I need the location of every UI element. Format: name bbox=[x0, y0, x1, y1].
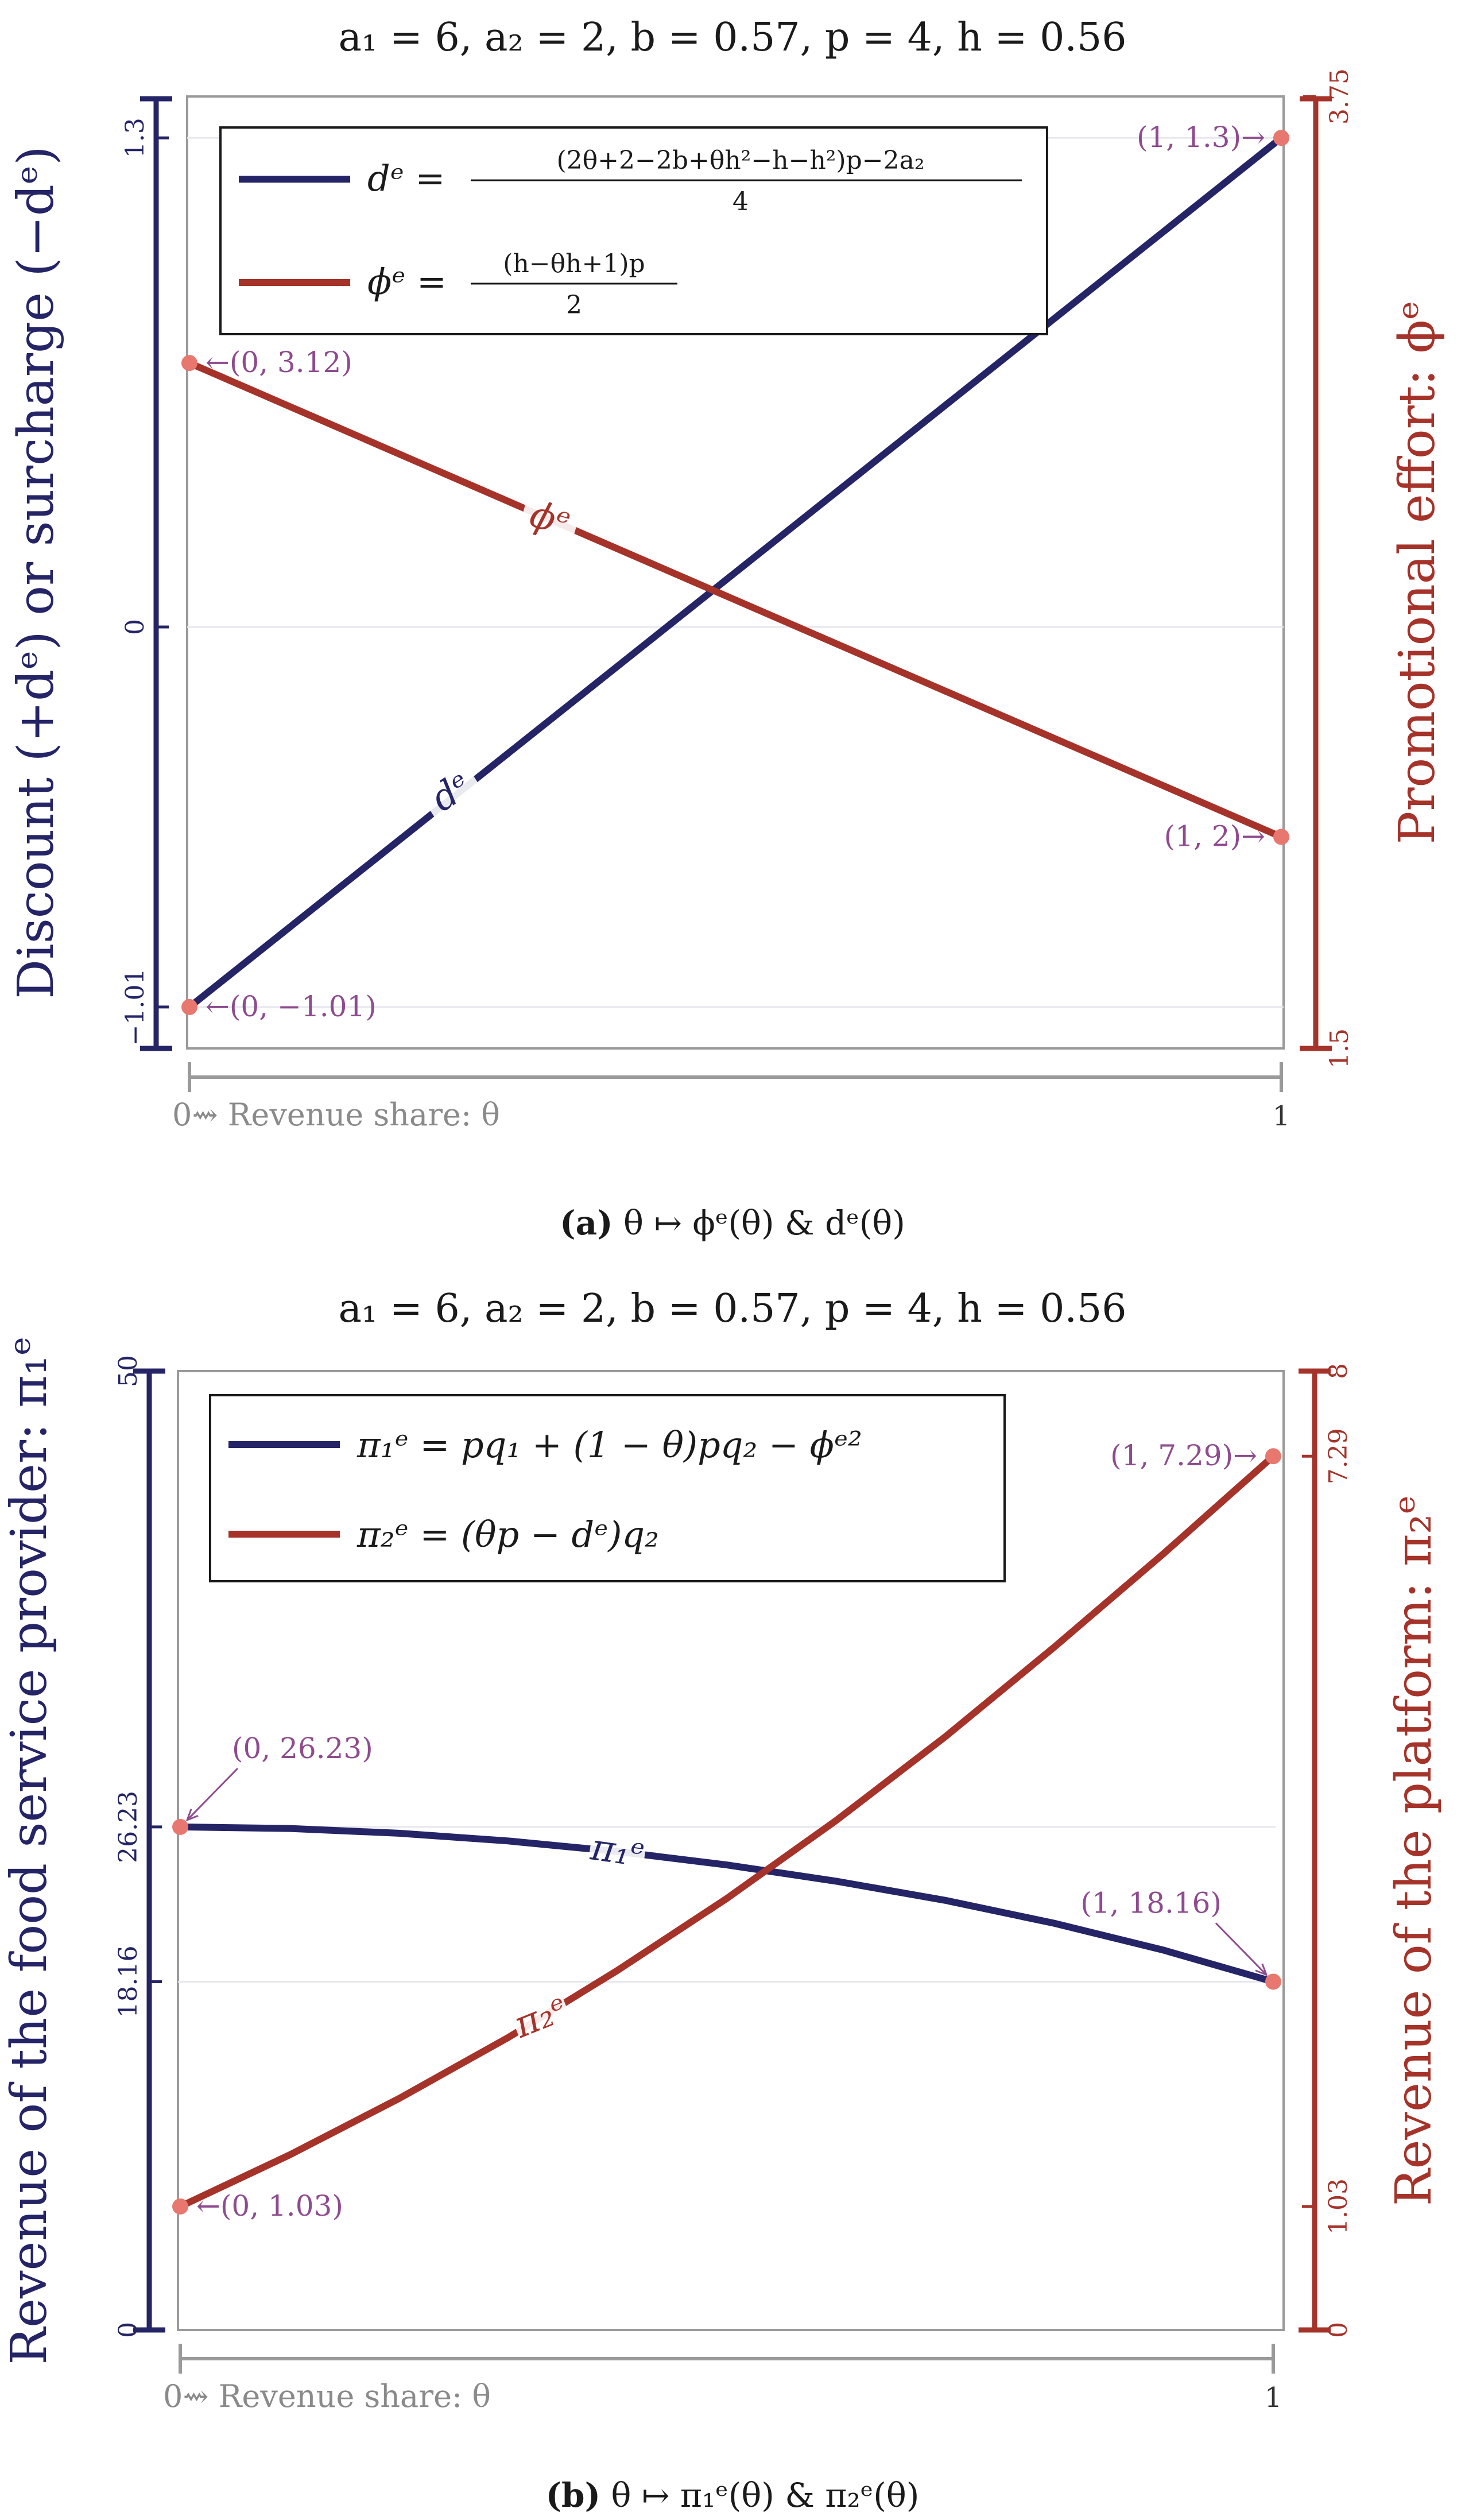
panel-b-x-label: 0⇝ Revenue share: θ bbox=[163, 2378, 491, 2414]
panel-b-caption-label: (b) bbox=[546, 2476, 600, 2515]
panel-b-annotation: (1, 7.29)→ bbox=[1110, 1439, 1257, 1472]
panel-b-caption-text: θ ↦ π₁ᵉ(θ) & π₂ᵉ(θ) bbox=[600, 2476, 919, 2515]
panel-b-legend-pi1: π₁ᵉ = pq₁ + (1 − θ)pq₂ − ϕᵉ² bbox=[356, 1424, 862, 1466]
panel-a-right-ticks: 1.5 3.75 bbox=[1303, 68, 1354, 1069]
panel-b-left-tick-label: 18.16 bbox=[114, 1945, 143, 2018]
panel-a-annotation: ←(0, 3.12) bbox=[206, 346, 352, 379]
panel-a-left-tick-label: 0 bbox=[121, 619, 150, 635]
panel-b-title: a₁ = 6, a₂ = 2, b = 0.57, p = 4, h = 0.5… bbox=[338, 1286, 1126, 1331]
panel-a-endpoint-dot bbox=[1273, 130, 1289, 146]
panel-b-y-label-left: Revenue of the food service provider: π₁… bbox=[1, 1336, 58, 2364]
panel-a-right-tick-label: 3.75 bbox=[1325, 68, 1354, 125]
panel-a-legend-d-lhs: dᵉ = bbox=[367, 157, 445, 199]
panel-b-chart: a₁ = 6, a₂ = 2, b = 0.57, p = 4, h = 0.5… bbox=[1, 1286, 1443, 2515]
panel-a-plot-frame bbox=[186, 95, 1285, 1050]
panel-b-endpoint-dot bbox=[1265, 1448, 1281, 1465]
panel-b-annotation: (1, 18.16) bbox=[1080, 1886, 1222, 1919]
panel-b-right-ticks: 0 1.03 7.29 8 bbox=[1302, 1363, 1353, 2338]
panel-b-left-tick-label: 26.23 bbox=[114, 1791, 143, 1863]
panel-a-y-label-right: Promotional effort: ϕᵉ bbox=[1389, 300, 1446, 844]
panel-a-left-tick-label: 1.3 bbox=[121, 118, 150, 158]
panel-a-legend-phi-num: (h−θh+1)p bbox=[503, 249, 645, 278]
panel-a-legend-phi-lhs: ϕᵉ = bbox=[367, 261, 447, 303]
panel-b-legend-box bbox=[209, 1394, 1006, 1582]
panel-b-legend-pi2: π₂ᵉ = (θp − dᵉ)q₂ bbox=[356, 1513, 659, 1555]
panel-b-annotation: (0, 26.23) bbox=[232, 1732, 373, 1765]
panel-a-legend-d-num: (2θ+2−2b+θh²−h−h²)p−2a₂ bbox=[557, 146, 925, 175]
panel-a-x-label: 0⇝ Revenue share: θ bbox=[172, 1097, 500, 1133]
panel-a-title: a₁ = 6, a₂ = 2, b = 0.57, p = 4, h = 0.5… bbox=[338, 15, 1126, 60]
panel-a-annotation: ←(0, −1.01) bbox=[206, 990, 377, 1023]
panel-b-caption: (b) θ ↦ π₁ᵉ(θ) & π₂ᵉ(θ) bbox=[546, 2476, 920, 2515]
panel-b-x-tick-1: 1 bbox=[1265, 2382, 1282, 2414]
panel-b-endpoint-dot bbox=[172, 2198, 188, 2215]
panel-a-annotation: (1, 1.3)→ bbox=[1137, 121, 1265, 154]
panel-b-right-tick-label: 0 bbox=[1324, 2322, 1353, 2338]
panel-a-legend-box bbox=[219, 126, 1048, 335]
panel-a-x-tick-1: 1 bbox=[1273, 1100, 1290, 1132]
panel-b-endpoint-dot bbox=[172, 1818, 188, 1835]
panel-a-caption-text: θ ↦ ϕᵉ(θ) & dᵉ(θ) bbox=[613, 1203, 905, 1242]
panel-b-plot-frame bbox=[177, 1370, 1285, 2331]
panel-a-endpoint-dot bbox=[181, 355, 197, 371]
panel-b-left-ticks: 0 18.16 26.23 50 bbox=[114, 1355, 162, 2338]
panel-a-series-d bbox=[186, 134, 1285, 1011]
panel-a-right-tick-label: 1.5 bbox=[1325, 1028, 1354, 1069]
panel-b-annotation: ←(0, 1.03) bbox=[196, 2189, 343, 2223]
panel-b-gridlines bbox=[178, 1826, 1276, 1983]
panel-b-right-tick-label: 1.03 bbox=[1324, 2178, 1353, 2235]
panel-b-endpoint-dot bbox=[1265, 1973, 1281, 1990]
panel-b-annotations: (0, 26.23) ←(0, 1.03) (1, 7.29)→ (1, 18.16) bbox=[172, 1439, 1281, 2223]
panel-a-chart: a₁ = 6, a₂ = 2, b = 0.57, p = 4, h = 0.5… bbox=[7, 15, 1446, 1242]
panel-b-right-tick-label: 7.29 bbox=[1324, 1428, 1353, 1484]
panel-b-inline-label-bg bbox=[509, 1991, 573, 2044]
panel-b-left-tick-label: 0 bbox=[114, 2322, 143, 2338]
panel-b-inline-label-bg bbox=[587, 1830, 648, 1873]
panel-b-series-pi2 bbox=[177, 1453, 1277, 2210]
panel-a-inline-label-bg bbox=[518, 495, 582, 544]
panel-b-left-tick-label: 50 bbox=[114, 1355, 143, 1387]
panel-a-left-ticks: −1.01 0 1.3 bbox=[121, 118, 169, 1046]
panel-b-inline-label-pi2: π₂ᵉ bbox=[507, 1987, 573, 2047]
panel-a-endpoint-dot bbox=[1273, 829, 1289, 845]
panel-a-caption-label: (a) bbox=[560, 1203, 613, 1242]
panel-a-endpoint-dot bbox=[181, 998, 197, 1015]
panel-a-legend: dᵉ = (2θ+2−2b+θh²−h−h²)p−2a₂ 4 ϕᵉ = (h−θ… bbox=[219, 126, 1048, 335]
panel-b-series-pi1 bbox=[177, 1823, 1277, 1985]
panel-b-legend: π₁ᵉ = pq₁ + (1 − θ)pq₂ − ϕᵉ² π₂ᵉ = (θp −… bbox=[209, 1394, 1006, 1582]
panel-b-right-tick-label: 8 bbox=[1324, 1363, 1353, 1379]
panel-a-series-phi bbox=[186, 359, 1285, 841]
panel-a-y-label-left: Discount (+dᵉ) or surcharge (−dᵉ) bbox=[7, 146, 65, 999]
panel-b-y-label-right: Revenue of the platform: π₂ᵉ bbox=[1385, 1495, 1443, 2207]
panel-b-inline-label-pi1: π₁ᵉ bbox=[588, 1826, 647, 1875]
panel-a-legend-phi-den: 2 bbox=[566, 291, 582, 320]
panel-a-annotations: ←(0, 3.12) ←(0, −1.01) (1, 1.3)→ (1, 2)→ bbox=[181, 121, 1289, 1023]
panel-a-caption: (a) θ ↦ ϕᵉ(θ) & dᵉ(θ) bbox=[560, 1203, 905, 1242]
panel-a-left-tick-label: −1.01 bbox=[121, 968, 150, 1046]
panel-a-inline-label-bg bbox=[418, 763, 485, 822]
panel-a-annotation: (1, 2)→ bbox=[1164, 820, 1265, 853]
panel-b-annotation-arrow bbox=[187, 1767, 239, 1820]
panel-b-annotation-arrow bbox=[1215, 1922, 1266, 1975]
panel-a-legend-d-den: 4 bbox=[732, 187, 749, 216]
